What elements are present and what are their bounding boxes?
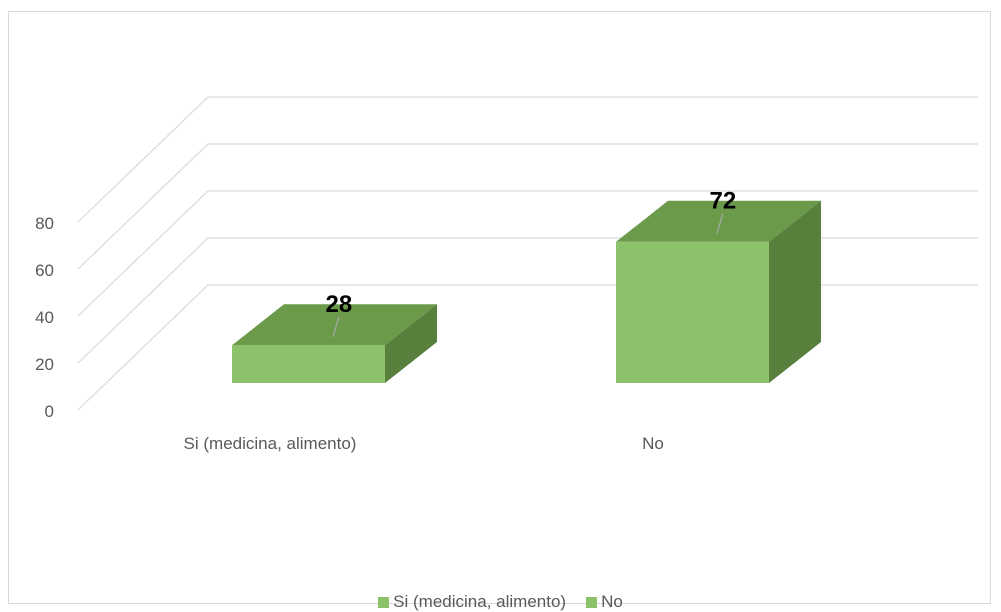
y-tick-label: 20 — [35, 355, 54, 374]
data-label-leader — [716, 213, 724, 234]
y-tick-label: 80 — [35, 214, 54, 233]
y-tick-label: 60 — [35, 261, 54, 280]
y-tick-label: 0 — [45, 402, 54, 421]
legend-label-si: Si (medicina, alimento) — [393, 592, 567, 611]
bar-top-face — [616, 200, 821, 242]
gridline — [77, 96, 978, 223]
gridline — [77, 237, 978, 364]
y-tick-label: 40 — [35, 308, 54, 327]
gridline — [77, 190, 978, 317]
bar-top-face — [232, 304, 437, 346]
legend-swatch-si — [378, 596, 390, 608]
y-axis-ticks: 0 20 40 60 80 — [35, 214, 54, 421]
data-label: 72 — [710, 188, 737, 215]
bars — [232, 200, 821, 383]
legend-swatch-no — [586, 596, 598, 608]
chart-frame — [8, 11, 991, 604]
x-axis-categories: Si (medicina, alimento) No — [184, 434, 664, 453]
data-label-leader — [332, 316, 340, 338]
bar-side-face — [385, 304, 437, 383]
data-label: 28 — [326, 291, 353, 318]
bar-0 — [232, 304, 437, 383]
legend: Si (medicina, alimento) No — [0, 592, 1001, 612]
gridline — [77, 143, 978, 270]
x-category-label: Si (medicina, alimento) — [184, 434, 357, 453]
bar-front-face — [232, 345, 385, 383]
bar-side-face — [769, 200, 821, 383]
gridlines — [77, 96, 978, 411]
legend-label-no: No — [601, 592, 623, 611]
bar-1 — [616, 200, 821, 383]
x-category-label: No — [642, 434, 664, 453]
data-labels: 28 72 — [326, 188, 737, 338]
bar-front-face — [616, 241, 769, 383]
legend-item-si: Si (medicina, alimento) — [378, 592, 566, 612]
gridline — [77, 284, 978, 411]
legend-item-no: No — [586, 592, 623, 612]
